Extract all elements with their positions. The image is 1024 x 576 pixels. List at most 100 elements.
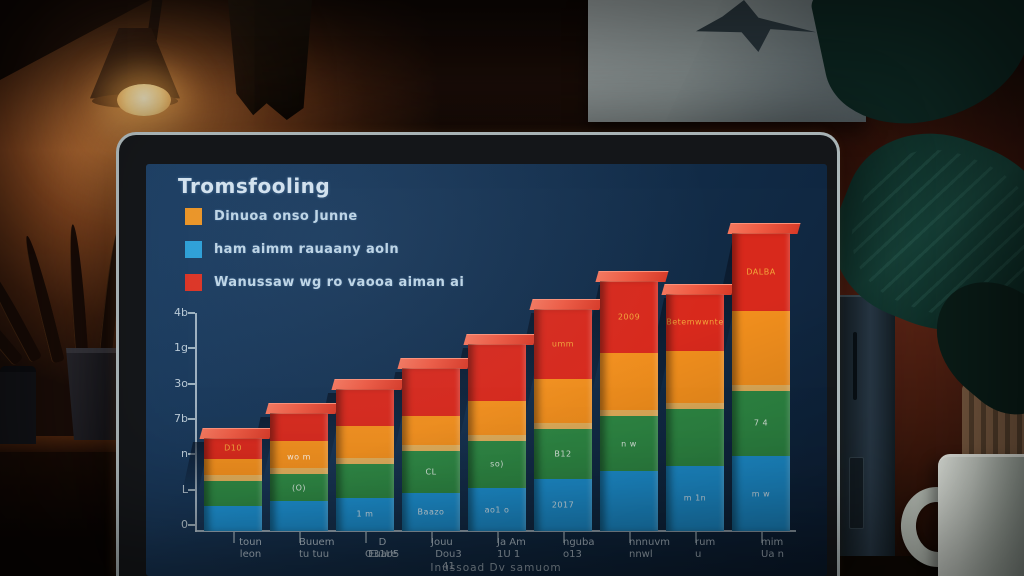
bar-5-top-face <box>463 333 537 345</box>
monitor-bezel: Tromsfooling Dinuoa onso Junne ham aimm … <box>116 132 840 576</box>
segment-value-label: m w <box>751 489 771 499</box>
x-tick-mark <box>761 532 763 543</box>
y-tick-label: n <box>181 447 188 461</box>
legend-swatch-red <box>185 273 202 291</box>
bar-3-segment-green <box>336 463 394 498</box>
bar-8-segment-green <box>666 408 724 466</box>
x-label-line: u <box>695 549 702 560</box>
segment-value-label: Baazo <box>417 507 445 517</box>
bar-6-segment-blue: 2017 <box>534 478 592 531</box>
bar-4-segment-red <box>402 367 460 417</box>
bar-7-top-face <box>595 271 669 283</box>
legend-item: Wanussaw wg ro vaooa aiman ai <box>185 273 464 291</box>
y-tick-label: 4b <box>174 306 188 319</box>
x-label-7: nnnuvm nnwl <box>594 537 670 560</box>
bar-2-segment-red <box>270 412 328 441</box>
bar-3-top-face <box>331 378 405 390</box>
bar-9-segment-orange <box>732 311 790 391</box>
bar-9-segment-red: DALBA <box>732 232 790 312</box>
bar-2-segment-blue <box>270 501 328 531</box>
bar-9: m w 7 4 DALBA <box>727 222 801 531</box>
x-label-line: rum <box>695 537 716 548</box>
x-label-line: nnnuvm <box>629 537 671 548</box>
bar-1-segment-orange <box>204 458 262 482</box>
x-tick-mark <box>299 532 301 543</box>
x-label-8: rum u <box>660 537 730 560</box>
x-label-line: Ja Am <box>497 537 526 548</box>
bar-4-segment-orange <box>402 416 460 452</box>
legend-swatch-blue <box>185 240 202 258</box>
x-label-4: Jouu Dou3 41 <box>396 537 466 572</box>
bar-6-segment-red: umm <box>534 308 592 379</box>
segment-value-label: DALBA <box>746 267 776 277</box>
bar-4: Baazo CL <box>397 357 471 531</box>
legend-label: Wanussaw wg ro vaooa aiman ai <box>214 274 465 290</box>
x-label-9: mim Ua n <box>726 537 796 560</box>
y-tick-mark <box>188 312 195 314</box>
bar-5: ao1 o so) <box>463 333 537 531</box>
y-tick-label: 7b <box>174 411 188 425</box>
x-label-line: Jouu <box>431 537 453 548</box>
x-axis-title: Inussoad Dv samuom <box>430 562 562 574</box>
x-tick-mark <box>233 532 235 543</box>
x-tick-mark <box>365 532 367 543</box>
segment-value-label: m 1n <box>683 493 707 503</box>
bar-4-segment-green: CL <box>402 451 460 493</box>
x-label-line: nguba <box>563 537 595 548</box>
x-label-line: 1U 1 <box>497 549 521 560</box>
bar-5-segment-green: so) <box>468 440 526 489</box>
bar-4-segment-blue: Baazo <box>402 492 460 531</box>
y-axis-line <box>195 313 197 532</box>
bar-7-segment-red: 2009 <box>600 281 658 354</box>
x-label-line: D Euare <box>368 537 397 560</box>
legend-label: ham aimm rauaany aoln <box>214 241 399 257</box>
bar-1-segment-green <box>204 481 262 507</box>
x-label-line: Ua n <box>761 549 784 560</box>
segment-value-label: so) <box>490 459 504 469</box>
bar-9-top-face <box>727 222 801 234</box>
bar-8-segment-orange <box>666 350 724 409</box>
bar-3: 1 m <box>331 378 405 531</box>
bar-5-segment-orange <box>468 400 526 441</box>
bar-3-segment-blue: 1 m <box>336 497 394 531</box>
bar-7-segment-blue <box>600 471 658 531</box>
x-tick-mark <box>497 532 499 543</box>
coffee-mug <box>938 454 1024 576</box>
y-tick-label: 1g <box>174 341 188 355</box>
bar-4-top-face <box>397 357 471 369</box>
segment-value-label: B12 <box>554 449 572 459</box>
segment-value-label: D10 <box>224 443 242 453</box>
y-tick-mark <box>188 417 195 420</box>
bar-2-segment-orange: wo m <box>270 440 328 474</box>
y-tick-mark <box>188 347 195 350</box>
hanging-garment <box>228 0 312 120</box>
x-tick-mark <box>695 532 697 543</box>
side-cabinet <box>840 295 895 576</box>
segment-value-label: ao1 o <box>484 505 510 515</box>
segment-value-label: 7 4 <box>753 418 769 428</box>
bar-8-segment-blue: m 1n <box>666 465 724 531</box>
bar-8-top-face <box>661 283 735 295</box>
bar-6-segment-green: B12 <box>534 428 592 479</box>
x-label-line: nnwl <box>629 549 653 560</box>
segment-value-label: (O) <box>291 483 307 493</box>
monitor-screen: Tromsfooling Dinuoa onso Junne ham aimm … <box>146 164 827 576</box>
segment-value-label: Betemwwnte <box>666 317 724 327</box>
x-label-line: o13 <box>563 549 582 560</box>
y-tick-label: 0 <box>181 517 188 531</box>
x-label-line: mim <box>761 537 784 548</box>
bottle <box>0 366 36 444</box>
bird-silhouette <box>696 0 816 52</box>
segment-value-label: n w <box>621 439 637 449</box>
bar-6: 2017 B12 umm <box>529 298 603 531</box>
chart-title: Tromsfooling <box>178 174 331 198</box>
y-tick-label: 3o <box>174 376 188 390</box>
bar-1: D10 <box>199 427 273 531</box>
bar-7: n w 2009 <box>595 271 669 531</box>
bar-2-top-face <box>265 402 339 414</box>
bar-3-segment-red <box>336 388 394 426</box>
cabinet-slot <box>853 332 857 400</box>
x-tick-mark <box>431 532 433 543</box>
legend-label: Dinuoa onso Junne <box>214 208 358 224</box>
